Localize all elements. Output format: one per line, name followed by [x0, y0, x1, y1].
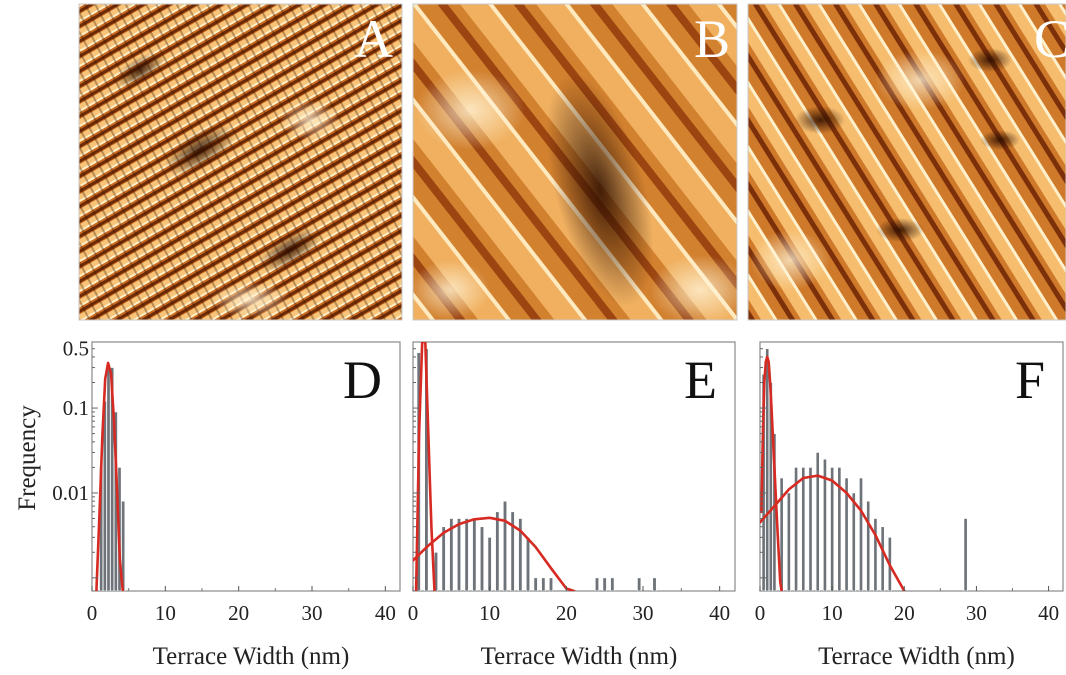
- bar-e-10: [495, 511, 500, 591]
- stm-image-c: [748, 4, 1066, 320]
- bar-d-6: [121, 500, 126, 591]
- plot-frame-d: [91, 341, 401, 592]
- panel-letter-e: E: [684, 350, 717, 410]
- bar-e-13: [518, 518, 523, 591]
- bar-e-3: [441, 526, 446, 591]
- x-axis-title-e: Terrace Width (nm): [481, 643, 678, 670]
- fit-curve-e-0: [414, 342, 436, 591]
- panel-letter-d: D: [343, 350, 382, 410]
- panel-letter-c: C: [1034, 9, 1066, 69]
- x-tick-label-e-0: 0: [408, 601, 419, 625]
- x-tick-label-d-1: 10: [155, 601, 176, 625]
- bar-f-11: [830, 467, 835, 591]
- x-tick-label-f-1: 10: [822, 601, 843, 625]
- y-tick-label-d-0: 0.01: [52, 481, 89, 505]
- bar-e-23: [737, 578, 740, 591]
- panel-letter-b: B: [694, 9, 730, 69]
- bar-e-8: [479, 526, 485, 591]
- fit-curve-d-0: [95, 361, 125, 591]
- bar-f-12: [837, 467, 842, 591]
- bar-f-18: [880, 526, 885, 591]
- y-tick-label-d-2: 0.5: [63, 337, 89, 361]
- x-axis-title-d: Terrace Width (nm): [153, 643, 350, 670]
- histogram-panel-f: 0 10 20 30 40 Terrace Width (nm) F: [755, 341, 1064, 670]
- x-tick-label-f-2: 20: [894, 601, 915, 625]
- x-tick-label-d-4: 40: [375, 601, 396, 625]
- bar-e-22: [652, 577, 657, 591]
- x-tick-label-f-0: 0: [755, 601, 766, 625]
- bar-f-16: [866, 500, 871, 591]
- x-tick-label-e-1: 10: [479, 601, 500, 625]
- x-tick-label-e-4: 40: [709, 601, 730, 625]
- fit-curve-f-0: [760, 355, 783, 591]
- bar-e-12: [510, 511, 515, 591]
- bar-e-14: [525, 537, 531, 591]
- histogram-panel-d: 0 10 20 30 40 0.01 0.1 0.5 Terrace Width (nm) D: [52, 337, 401, 670]
- bar-e-11: [502, 500, 508, 591]
- bar-e-6: [464, 518, 469, 591]
- bar-f-20: [963, 518, 968, 591]
- x-tick-label-e-2: 20: [556, 601, 577, 625]
- x-tick-label-e-3: 30: [633, 601, 654, 625]
- bar-e-15: [533, 577, 538, 591]
- bar-e-21: [637, 577, 642, 591]
- bar-e-16: [541, 577, 546, 591]
- histogram-panel-e: 0 10 20 30 40 Terrace Width (nm) E: [408, 341, 740, 670]
- stm-image-b: [413, 4, 737, 320]
- bar-f-10: [823, 458, 827, 591]
- bar-f-8: [808, 467, 813, 591]
- bar-e-5: [456, 518, 462, 591]
- bar-f-5: [786, 492, 791, 591]
- bar-e-17: [548, 577, 554, 591]
- x-tick-label-d-3: 30: [302, 601, 323, 625]
- bar-f-14: [851, 492, 856, 591]
- fit-curve-f-1: [760, 474, 906, 591]
- bar-e-18: [594, 577, 600, 591]
- x-tick-label-f-4: 40: [1038, 601, 1059, 625]
- bar-e-9: [487, 537, 492, 591]
- bar-e-20: [610, 577, 615, 591]
- bar-e-7: [472, 518, 477, 591]
- x-tick-label-d-2: 20: [228, 601, 249, 625]
- x-tick-label-f-3: 30: [966, 601, 987, 625]
- x-tick-label-d-0: 0: [87, 601, 98, 625]
- x-axis-title-f: Terrace Width (nm): [818, 643, 1015, 670]
- bar-f-17: [873, 518, 878, 591]
- stm-image-a: [79, 4, 402, 320]
- bar-f-15: [859, 477, 863, 591]
- bar-d-2: [106, 363, 111, 591]
- bar-f-9: [815, 452, 820, 591]
- fit-curve-e-1: [413, 516, 576, 591]
- panel-letter-a: A: [354, 9, 393, 69]
- y-tick-label-d-1: 0.1: [63, 396, 89, 420]
- bar-d-3: [110, 367, 115, 591]
- bar-f-13: [844, 477, 849, 591]
- bar-f-4: [779, 477, 784, 591]
- y-axis-title: Frequency: [14, 405, 41, 511]
- bar-f-1: [765, 348, 770, 591]
- bar-f-7: [801, 467, 806, 591]
- panel-letter-f: F: [1015, 350, 1045, 410]
